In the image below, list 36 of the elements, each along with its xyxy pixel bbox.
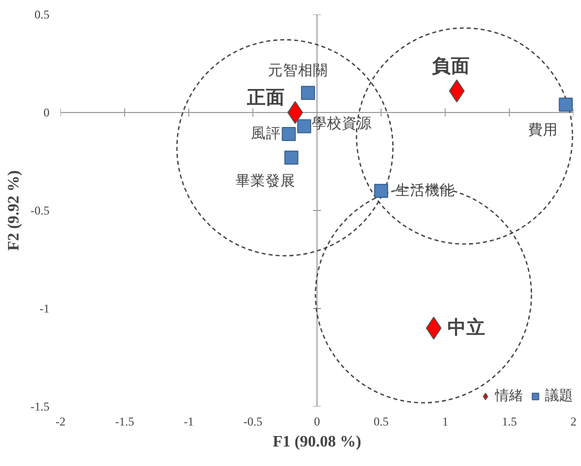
y-tick-label: -1.5 <box>30 400 50 414</box>
annotation: 中立 <box>448 316 486 339</box>
legend-label: 情緒 <box>495 387 523 405</box>
point <box>374 184 388 198</box>
point <box>301 86 316 100</box>
point <box>426 316 442 340</box>
point <box>287 101 304 124</box>
annotation: 元智相關 <box>268 62 328 79</box>
annotation: 生活機能 <box>395 182 456 199</box>
point <box>558 98 573 112</box>
y-tick-label: 0 <box>44 106 50 120</box>
legend-label: 議題 <box>545 387 573 405</box>
x-tick-label: -1 <box>184 414 194 428</box>
y-tick-label: 0.5 <box>34 8 50 22</box>
y-tick-label: -0.5 <box>30 204 50 218</box>
annotation: 風評 <box>250 125 281 142</box>
point <box>284 150 298 165</box>
x-tick-label: 0.5 <box>374 414 389 428</box>
point <box>282 127 296 142</box>
annotation: 正面 <box>246 88 286 108</box>
x-tick-label: -1.5 <box>115 414 134 428</box>
annotation: 畢業發展 <box>235 172 296 190</box>
x-axis-title: F1 (90.08 %) <box>272 434 362 450</box>
point <box>297 119 312 134</box>
x-tick-label: -2 <box>56 414 66 428</box>
annotation: 費用 <box>528 122 558 139</box>
annotation: 學校資源 <box>312 115 372 132</box>
x-tick-label: 1.5 <box>502 414 517 428</box>
y-axis-title: F2 (9.92 %) <box>6 170 23 251</box>
x-tick-label: 1 <box>442 414 448 428</box>
annotation: 負面 <box>432 56 470 77</box>
y-tick-label: -1 <box>40 302 50 316</box>
x-tick-label: 2 <box>570 414 576 428</box>
x-tick-label: -0.5 <box>243 414 262 428</box>
x-tick-label: 0 <box>314 414 320 428</box>
point <box>448 79 465 102</box>
